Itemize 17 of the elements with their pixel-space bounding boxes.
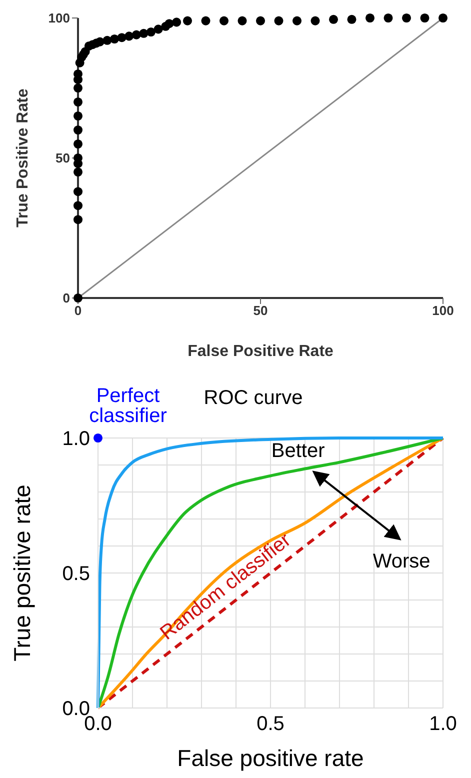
series-label: Perfect classifier [89, 385, 168, 427]
chart-title: ROC curve [204, 387, 303, 409]
x-tick-label: 50 [253, 303, 268, 318]
y-axis-title: True positive rate [9, 484, 36, 662]
x-tick-label: 1.0 [429, 713, 457, 736]
x-axis-title: False positive rate [177, 745, 364, 771]
y-tick-label: 1.0 [62, 428, 90, 450]
annotation: Worse [372, 550, 430, 573]
x-tick-label: 0.5 [256, 713, 284, 736]
x-tick-label: 100 [432, 303, 454, 318]
y-axis-title: True Positive Rate [14, 88, 32, 228]
y-tick-label: 100 [48, 10, 70, 26]
y-tick-label: 0.5 [62, 563, 90, 586]
y-tick-label: 50 [56, 150, 70, 166]
annotation: Better [271, 440, 326, 462]
x-axis-title: False Positive Rate [188, 343, 334, 360]
y-tick-label: 0 [62, 290, 70, 306]
